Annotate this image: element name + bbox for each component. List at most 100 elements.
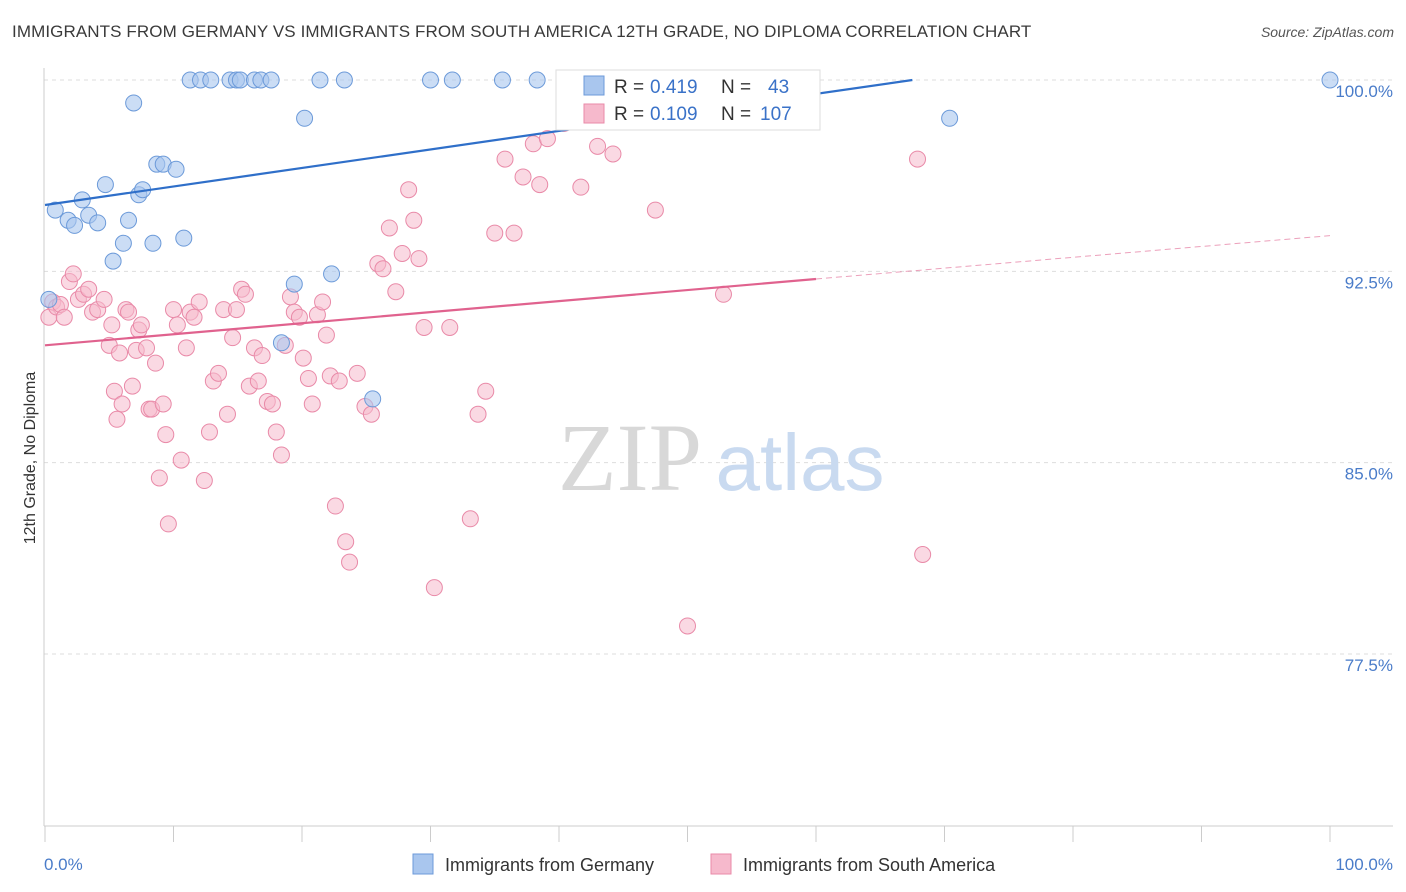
point-south-america: [374, 260, 392, 278]
point-germany: [125, 94, 143, 112]
point-germany: [120, 211, 138, 229]
point-south-america: [200, 423, 218, 441]
point-germany: [311, 71, 329, 89]
point-south-america: [272, 446, 290, 464]
point-south-america: [387, 283, 405, 301]
point-south-america: [236, 285, 254, 303]
y-tick-label-3: 100.0%: [1335, 82, 1393, 101]
point-south-america: [168, 316, 186, 334]
point-germany: [66, 216, 84, 234]
point-germany: [40, 290, 58, 308]
point-south-america: [461, 510, 479, 528]
point-south-america: [111, 344, 129, 362]
point-south-america: [425, 579, 443, 597]
point-south-america: [138, 339, 156, 357]
point-germany: [335, 71, 353, 89]
x-tick-label-max: 100.0%: [1335, 855, 1393, 874]
y-tick-label-2: 92.5%: [1345, 273, 1393, 292]
series-germany-points: [40, 71, 1339, 408]
point-south-america: [589, 137, 607, 155]
point-south-america: [314, 293, 332, 311]
point-south-america: [326, 497, 344, 515]
point-south-america: [380, 219, 398, 237]
stat-r-value-germany: 0.419: [650, 77, 698, 98]
point-south-america: [294, 349, 312, 367]
point-germany: [296, 109, 314, 127]
point-south-america: [249, 372, 267, 390]
point-south-america: [505, 224, 523, 242]
chart-title: IMMIGRANTS FROM GERMANY VS IMMIGRANTS FR…: [12, 22, 1032, 41]
y-tick-label-1: 85.0%: [1345, 465, 1393, 484]
point-germany: [443, 71, 461, 89]
point-south-america: [177, 339, 195, 357]
point-germany: [528, 71, 546, 89]
trend-line-south-america: [44, 277, 817, 347]
point-germany: [262, 71, 280, 89]
grid-lines: [44, 79, 1393, 655]
point-south-america: [337, 533, 355, 551]
point-south-america: [157, 426, 175, 444]
point-south-america: [159, 515, 177, 533]
point-germany: [231, 71, 249, 89]
point-south-america: [405, 211, 423, 229]
point-south-america: [150, 469, 168, 487]
point-germany: [422, 71, 439, 89]
y-tick-label-0: 77.5%: [1345, 656, 1393, 675]
stats-legend-box: R = 0.419 N = 43 R = 0.109 N = 107: [555, 69, 821, 131]
point-south-america: [348, 364, 366, 382]
point-germany: [323, 265, 341, 283]
point-south-america: [154, 395, 172, 413]
point-south-america: [263, 395, 281, 413]
point-south-america: [524, 135, 542, 153]
point-south-america: [604, 145, 622, 163]
point-south-america: [172, 451, 190, 469]
point-south-america: [317, 326, 335, 344]
watermark-atlas: atlas: [716, 418, 885, 507]
stat-r-label-south-america: R =: [614, 104, 644, 125]
legend-label-germany: Immigrants from Germany: [445, 855, 654, 875]
point-south-america: [132, 316, 150, 334]
point-south-america: [914, 546, 932, 564]
point-germany: [1321, 71, 1339, 89]
legend-label-south-america: Immigrants from South America: [743, 855, 996, 875]
point-south-america: [120, 303, 138, 321]
point-germany: [89, 214, 107, 232]
stats-swatch-germany: [583, 75, 605, 96]
point-germany: [46, 201, 64, 219]
point-south-america: [441, 318, 459, 336]
point-south-america: [909, 150, 927, 168]
point-south-america: [538, 130, 556, 148]
point-germany: [272, 334, 290, 352]
legend-swatch-germany: [412, 853, 434, 875]
point-south-america: [400, 181, 418, 199]
point-south-america: [469, 405, 487, 423]
watermark: ZIP atlas: [558, 404, 884, 511]
point-south-america: [165, 301, 182, 319]
point-south-america: [410, 250, 428, 268]
point-germany: [167, 160, 185, 178]
point-south-america: [195, 472, 213, 490]
legend-swatch-south-america: [710, 853, 732, 875]
stat-r-value-south-america: 0.109: [650, 104, 698, 125]
point-south-america: [415, 318, 433, 336]
point-south-america: [95, 290, 113, 308]
point-south-america: [190, 293, 208, 311]
point-germany: [114, 234, 132, 252]
stat-n-label-south-america: N =: [721, 104, 751, 125]
source-credit: Source: ZipAtlas.com: [1260, 24, 1394, 40]
point-south-america: [64, 265, 82, 283]
point-south-america: [572, 178, 590, 196]
watermark-zip: ZIP: [558, 404, 702, 511]
stats-swatch-south-america: [583, 103, 605, 124]
trend-line-south-america-extension: [815, 235, 1331, 280]
point-south-america: [290, 308, 308, 326]
point-south-america: [514, 168, 532, 186]
point-south-america: [330, 372, 348, 390]
point-germany: [144, 234, 162, 252]
point-south-america: [147, 354, 165, 372]
point-germany: [285, 275, 303, 293]
point-south-america: [486, 224, 504, 242]
point-south-america: [227, 301, 245, 319]
point-south-america: [299, 369, 317, 387]
